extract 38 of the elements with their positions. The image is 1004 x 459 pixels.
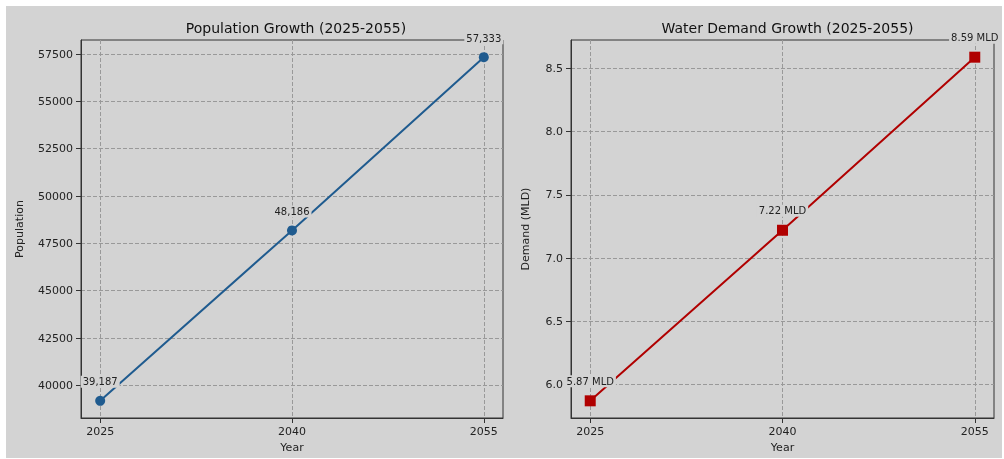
point	[478, 52, 489, 63]
point	[584, 395, 596, 407]
data-label: 7.22 MLD	[758, 205, 807, 217]
y-tick-label: 8.0	[545, 125, 563, 139]
point	[969, 51, 981, 63]
y-tick-label: 42500	[38, 331, 73, 345]
y-tick-label: 57500	[38, 47, 73, 61]
data-label: 5.87 MLD	[566, 375, 615, 387]
y-tick-label: 50000	[38, 189, 73, 203]
y-tick-label: 6.5	[545, 314, 563, 328]
x-tick-label: 2040	[768, 425, 797, 438]
x-tick-label: 2040	[278, 425, 306, 438]
x-tick-label: 2055	[960, 425, 989, 438]
data-label: 48,186	[274, 205, 310, 217]
x-axis-title: Year	[769, 441, 795, 454]
x-tick-label: 2025	[86, 425, 115, 438]
data-label: 8.59 MLD	[951, 32, 999, 44]
y-tick-label: 7.5	[545, 188, 563, 202]
point	[777, 224, 788, 236]
y-axis-title: Demand (MLD)	[519, 187, 532, 271]
y-tick-label: 52500	[38, 142, 73, 156]
point	[95, 395, 106, 406]
point	[287, 225, 297, 236]
x-axis-title: Year	[279, 441, 305, 454]
y-tick-label: 8.5	[545, 62, 563, 76]
y-tick-label: 7.0	[545, 251, 563, 265]
x-tick-label: 2025	[576, 425, 605, 438]
x-tick-label: 2055	[469, 425, 498, 438]
y-axis-title: Population	[13, 200, 26, 258]
chart-title: Water Demand Growth (2025-2055)	[661, 20, 914, 36]
chart-title: Population Growth (2025-2055)	[185, 20, 407, 36]
y-tick-label: 6.0	[545, 377, 563, 391]
y-tick-label: 47500	[38, 236, 73, 250]
y-tick-label: 40000	[38, 378, 73, 392]
y-tick-label: 55000	[38, 94, 73, 108]
data-label: 39,187	[82, 376, 118, 388]
y-tick-label: 45000	[38, 284, 73, 298]
data-label: 57,333	[466, 32, 502, 44]
